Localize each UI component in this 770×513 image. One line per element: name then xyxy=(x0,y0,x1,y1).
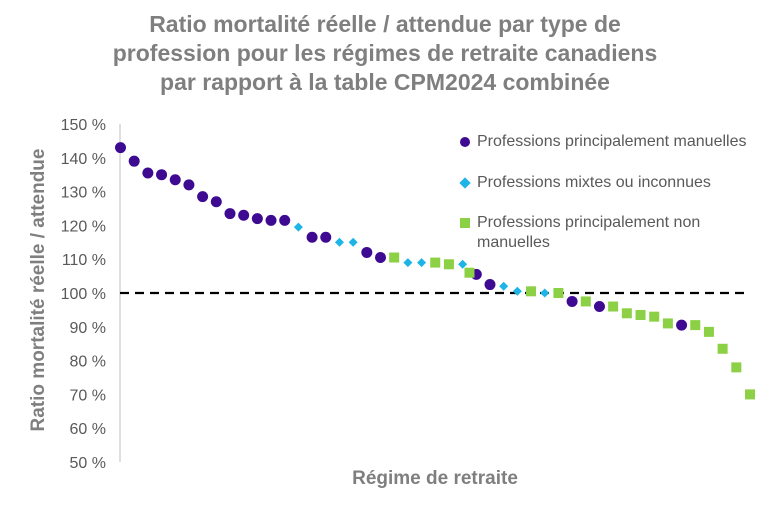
y-tick-label: 70 % xyxy=(70,387,106,404)
data-point-mixed xyxy=(334,237,344,247)
y-tick-label: 50 % xyxy=(70,455,106,472)
data-point-mixed xyxy=(417,258,427,268)
data-point-mixed xyxy=(540,288,550,298)
chart-title: Ratio mortalité réelle / attendue par ty… xyxy=(0,10,770,97)
data-point-non-manual xyxy=(464,267,475,278)
chart-title-line-3: par rapport à la table CPM2024 combinée xyxy=(160,69,610,95)
data-point-manual xyxy=(566,295,578,307)
data-point-mixed xyxy=(499,281,509,291)
chart-title-line-1: Ratio mortalité réelle / attendue par ty… xyxy=(149,11,621,37)
legend-label-non-manual: Professions principalement non manuelles xyxy=(477,214,701,251)
legend-item-manual: Professions principalement manuelles xyxy=(458,132,758,152)
data-point-non-manual xyxy=(430,257,441,268)
data-point-manual xyxy=(320,231,332,243)
data-point-non-manual xyxy=(443,259,454,270)
legend-item-mixed: Professions mixtes ou inconnues xyxy=(458,173,758,193)
y-tick-label: 110 % xyxy=(62,252,106,269)
data-point-manual xyxy=(169,174,181,186)
data-point-manual xyxy=(251,213,263,225)
y-axis-label: Ratio mortalité réelle / attendue xyxy=(28,148,49,432)
data-point-non-manual xyxy=(635,309,646,320)
data-point-manual xyxy=(306,231,318,243)
data-point-mixed xyxy=(403,258,413,268)
data-point-manual xyxy=(375,252,387,264)
data-point-manual xyxy=(183,179,195,191)
data-point-non-manual xyxy=(526,286,537,297)
data-point-manual xyxy=(238,209,250,221)
legend-item-non-manual: Professions principalement non manuelles xyxy=(458,213,758,253)
data-point-manual xyxy=(115,142,126,154)
data-point-manual xyxy=(593,301,605,313)
y-tick-label: 140 % xyxy=(61,151,106,168)
data-point-manual xyxy=(128,155,140,167)
data-point-non-manual xyxy=(621,308,632,319)
data-point-manual xyxy=(142,167,154,179)
y-tick-label: 60 % xyxy=(70,421,106,438)
data-point-non-manual xyxy=(662,318,673,329)
legend-label-mixed: Professions mixtes ou inconnues xyxy=(477,174,711,191)
data-points xyxy=(115,142,755,400)
data-point-mixed xyxy=(512,286,522,296)
data-point-manual xyxy=(224,208,236,220)
legend-label-manual: Professions principalement manuelles xyxy=(477,133,747,150)
data-point-manual xyxy=(210,196,222,208)
y-axis-ticks: 50 % 60 % 70 % 80 % 90 % 100 % 110 % 120 % 130 %… xyxy=(61,117,106,472)
data-point-manual xyxy=(265,214,277,226)
y-tick-label: 120 % xyxy=(61,218,106,235)
data-point-manual xyxy=(676,319,688,331)
data-point-manual xyxy=(361,246,373,258)
data-point-non-manual xyxy=(690,320,701,331)
x-axis-label: Régime de retraite xyxy=(352,468,518,489)
y-tick-label: 130 % xyxy=(61,185,106,202)
data-point-non-manual xyxy=(731,362,742,373)
data-point-non-manual xyxy=(580,296,591,307)
data-point-non-manual xyxy=(553,288,564,298)
y-tick-label: 90 % xyxy=(70,320,106,337)
data-point-non-manual xyxy=(717,343,728,354)
data-point-non-manual xyxy=(703,326,714,337)
chart-title-line-2: profession pour les régimes de retraite … xyxy=(112,40,658,66)
y-tick-label: 150 % xyxy=(61,117,106,134)
data-point-non-manual xyxy=(608,301,619,312)
y-tick-label: 100 % xyxy=(61,286,106,303)
data-point-non-manual xyxy=(649,311,660,322)
data-point-manual xyxy=(156,169,168,181)
data-point-mixed xyxy=(293,222,303,232)
data-point-mixed xyxy=(458,259,468,269)
square-marker-icon xyxy=(460,218,470,228)
data-point-mixed xyxy=(348,237,358,247)
circle-marker-icon xyxy=(460,137,470,147)
data-point-manual xyxy=(279,214,291,226)
data-point-manual xyxy=(484,279,496,291)
data-point-non-manual xyxy=(745,389,755,400)
y-tick-label: 80 % xyxy=(70,354,106,371)
data-point-non-manual xyxy=(389,252,400,263)
y-axis-label-container: Ratio mortalité réelle / attendue xyxy=(24,110,54,470)
data-point-manual xyxy=(197,191,209,203)
